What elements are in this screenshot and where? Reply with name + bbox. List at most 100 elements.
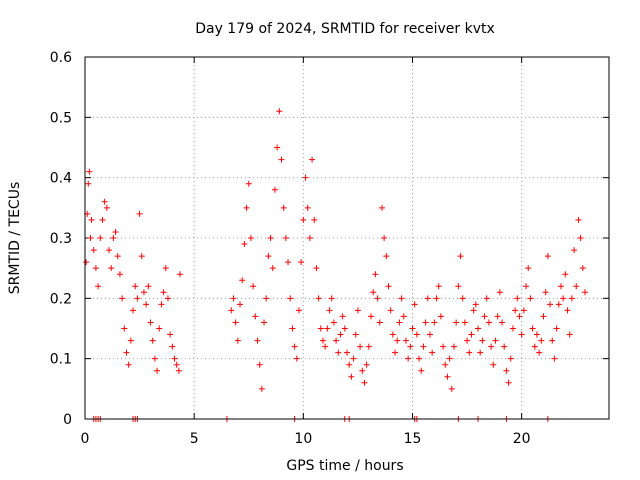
data-point — [479, 337, 486, 344]
data-point — [127, 337, 134, 344]
y-tick-label: 0.2 — [50, 291, 72, 307]
data-point — [400, 313, 407, 320]
data-point — [411, 301, 418, 308]
data-point — [483, 295, 490, 302]
data-point — [112, 228, 119, 235]
x-tick-label: 20 — [513, 431, 531, 447]
data-point — [459, 295, 466, 302]
data-point — [523, 283, 530, 290]
data-point — [492, 337, 499, 344]
data-point — [306, 235, 313, 241]
data-point — [280, 204, 287, 211]
data-point — [271, 186, 278, 193]
data-point — [533, 331, 540, 338]
data-point — [566, 331, 573, 338]
data-point — [488, 343, 495, 350]
data-point — [571, 247, 578, 254]
data-point — [119, 295, 126, 302]
data-point — [470, 307, 477, 314]
data-point — [258, 385, 265, 392]
data-point — [372, 271, 379, 278]
data-point — [503, 367, 510, 374]
data-point — [437, 313, 444, 320]
data-point — [472, 301, 479, 308]
data-point — [86, 168, 93, 175]
data-point — [298, 259, 305, 266]
data-point — [95, 283, 102, 290]
data-point — [101, 198, 108, 205]
data-point — [446, 355, 453, 362]
data-point — [90, 247, 97, 254]
x-tick-label: 15 — [404, 431, 422, 447]
data-point — [304, 204, 311, 211]
x-tick-label: 10 — [294, 431, 312, 447]
data-point — [145, 283, 152, 290]
data-point — [387, 307, 394, 314]
data-point — [234, 337, 241, 344]
data-point — [92, 265, 99, 272]
data-point — [103, 204, 110, 211]
data-point — [422, 319, 429, 326]
data-point — [509, 325, 516, 332]
y-tick-label: 0.6 — [50, 50, 72, 66]
data-point — [300, 216, 307, 223]
data-point — [116, 271, 123, 278]
data-point — [239, 277, 246, 284]
data-point — [247, 235, 254, 241]
data-point — [551, 355, 558, 362]
data-point — [507, 355, 514, 362]
data-point — [499, 319, 506, 326]
data-point — [87, 235, 94, 241]
data-point — [138, 253, 145, 260]
data-point — [485, 319, 492, 326]
data-point — [481, 313, 488, 320]
data-point — [267, 235, 274, 241]
chart-title: Day 179 of 2024, SRMTID for receiver kvt… — [195, 21, 495, 37]
data-point — [448, 385, 455, 392]
data-point — [555, 301, 562, 308]
data-point — [97, 235, 104, 241]
data-point — [167, 331, 174, 338]
y-tick-label: 0.3 — [50, 231, 72, 247]
data-point — [83, 259, 90, 266]
y-tick-label: 0.4 — [50, 171, 72, 187]
data-point — [326, 307, 333, 314]
data-point — [420, 343, 427, 350]
data-point — [341, 325, 348, 332]
data-point — [418, 367, 425, 374]
data-point — [228, 307, 235, 314]
data-point — [339, 313, 346, 320]
y-axis-label: SRMTID / TECUs — [7, 182, 23, 295]
data-point — [581, 289, 588, 296]
data-point — [289, 325, 296, 332]
data-point — [317, 325, 324, 332]
data-point — [409, 325, 416, 332]
data-point — [568, 295, 575, 302]
data-point — [154, 367, 161, 374]
data-point — [431, 319, 438, 326]
data-point — [363, 361, 370, 368]
data-point — [328, 295, 335, 302]
data-point — [405, 355, 412, 362]
data-point — [527, 295, 534, 302]
data-point — [164, 295, 171, 302]
data-point — [346, 361, 353, 368]
data-point — [315, 295, 322, 302]
data-point — [230, 295, 237, 302]
data-point — [435, 283, 442, 290]
data-point — [553, 325, 560, 332]
data-point — [282, 235, 289, 241]
data-point — [433, 295, 440, 302]
data-point — [88, 216, 95, 223]
data-point — [359, 367, 366, 374]
data-point — [440, 343, 447, 350]
data-point — [354, 307, 361, 314]
data-point — [322, 343, 329, 350]
data-point — [407, 343, 414, 350]
data-point — [383, 253, 390, 260]
y-tick-label: 0.1 — [50, 352, 72, 368]
data-point — [575, 216, 582, 223]
data-point — [99, 216, 106, 223]
data-point — [490, 361, 497, 368]
